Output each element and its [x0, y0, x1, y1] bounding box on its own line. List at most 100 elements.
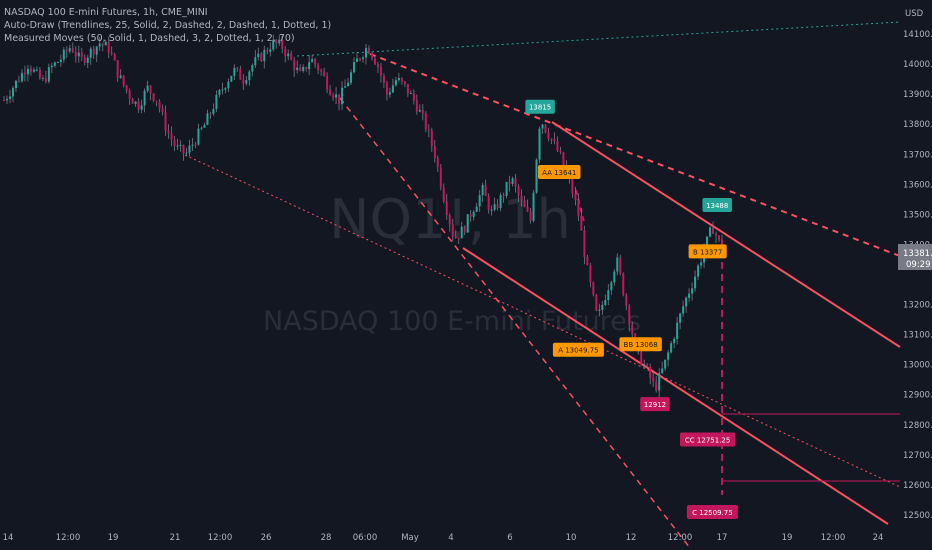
- tag-box: [688, 244, 727, 259]
- measured-move-tag[interactable]: BB 13068: [619, 337, 662, 352]
- candle-body: [320, 70, 323, 72]
- indicator-auto-draw[interactable]: Auto-Draw (Trendlines, 25, Solid, 2, Das…: [4, 20, 332, 31]
- candle-body: [529, 211, 532, 221]
- target-tag[interactable]: CC 12751.25: [679, 432, 736, 447]
- target-tag[interactable]: C 12509.75: [686, 505, 738, 520]
- measured-move-tag[interactable]: AA 13641: [538, 165, 581, 180]
- candle-body: [212, 109, 215, 114]
- trendlines: [184, 21, 901, 549]
- candle-body: [248, 71, 251, 81]
- candle-body: [329, 89, 332, 95]
- candle-body: [514, 178, 517, 187]
- candle-body: [17, 80, 20, 82]
- candle-body: [556, 141, 559, 151]
- candle-body: [56, 62, 59, 64]
- time-tick-label: 21: [170, 533, 181, 543]
- candle-body: [427, 129, 430, 131]
- candle-body: [520, 195, 523, 201]
- candle-body: [89, 48, 92, 58]
- tag-box: [686, 505, 738, 520]
- candle-body: [484, 184, 487, 196]
- candle-body: [50, 65, 53, 68]
- candle-body: [155, 100, 158, 102]
- tag-label: CC 12751.25: [685, 436, 730, 444]
- candle-body: [583, 230, 586, 257]
- candle-body: [574, 193, 577, 201]
- candle-body: [356, 58, 359, 62]
- candle-body: [113, 53, 116, 61]
- candle-body: [691, 288, 694, 294]
- candle-body: [475, 206, 478, 212]
- time-tick-label: 28: [321, 533, 332, 543]
- candle-body: [688, 293, 691, 298]
- candle-body: [700, 262, 703, 266]
- candle-body: [709, 227, 712, 237]
- candle-body: [622, 273, 625, 296]
- candle-body: [544, 124, 547, 133]
- last-price-label: 13381.75: [903, 249, 932, 259]
- measured-move-tag[interactable]: A 13049.75: [552, 342, 604, 357]
- candle-body: [379, 67, 382, 76]
- candle-body: [350, 72, 353, 83]
- tag-label: 13488: [706, 202, 728, 210]
- candle-body: [26, 68, 29, 75]
- candle-body: [314, 58, 317, 65]
- indicator-measured-moves[interactable]: Measured Moves (50, Solid, 1, Dashed, 3,…: [4, 33, 295, 44]
- candle-body: [23, 72, 26, 75]
- channel-upper-solid-trendline: [551, 121, 901, 348]
- tag-label: AA 13641: [542, 169, 576, 177]
- price-tick-label: 12900.00: [903, 391, 932, 401]
- candle-body: [517, 186, 520, 196]
- price-tick-label: 13600.00: [903, 180, 932, 190]
- measured-move-tag[interactable]: B 13377: [688, 244, 727, 259]
- price-tick-label: 14000.00: [903, 60, 932, 70]
- high-tag[interactable]: 13488: [702, 198, 732, 212]
- candle-body: [104, 42, 107, 46]
- candle-body: [158, 101, 161, 109]
- candle-body: [397, 78, 400, 81]
- time-tick-label: May: [401, 533, 419, 543]
- candle-body: [215, 94, 218, 110]
- candle-body: [305, 66, 308, 70]
- time-tick-label: 24: [873, 533, 884, 543]
- tag-label: C 12509.75: [692, 509, 733, 517]
- candle-body: [32, 69, 35, 72]
- candle-body: [451, 224, 454, 237]
- symbol-line: NASDAQ 100 E-mini Futures, 1h, CME_MINI: [4, 7, 208, 18]
- candle-body: [272, 39, 275, 50]
- candle-body: [547, 132, 550, 139]
- price-tick-label: 12600.00: [903, 481, 932, 491]
- candle-body: [412, 92, 415, 101]
- candle-body: [673, 338, 676, 344]
- candle-body: [281, 39, 284, 49]
- candle-body: [658, 373, 661, 391]
- price-tick-label: 13900.00: [903, 90, 932, 100]
- high-tag[interactable]: 13815: [525, 99, 555, 114]
- candle-body: [344, 86, 347, 88]
- candle-body: [107, 42, 110, 53]
- candle-body: [493, 204, 496, 210]
- candle-body: [589, 264, 592, 283]
- candle-body: [430, 130, 433, 146]
- candle-body: [11, 88, 14, 97]
- candle-body: [338, 94, 341, 105]
- candle-body: [538, 128, 541, 160]
- candle-body: [293, 59, 296, 71]
- candle-body: [35, 69, 38, 71]
- candle-body: [580, 215, 583, 231]
- candle-body: [448, 215, 451, 225]
- candle-body: [242, 79, 245, 84]
- candle-body: [326, 76, 329, 90]
- price-tick-label: 13800.00: [903, 120, 932, 130]
- candle-body: [415, 100, 418, 112]
- countdown-label: 09:29: [906, 260, 931, 270]
- candle-body: [394, 80, 397, 86]
- tag-label: 12912: [644, 401, 666, 409]
- low-tag[interactable]: 12912: [640, 397, 670, 412]
- candle-body: [463, 226, 466, 233]
- candle-body: [436, 158, 439, 168]
- candle-body: [47, 67, 50, 82]
- candle-body: [299, 67, 302, 71]
- lower-dotted-trendline: [184, 154, 901, 488]
